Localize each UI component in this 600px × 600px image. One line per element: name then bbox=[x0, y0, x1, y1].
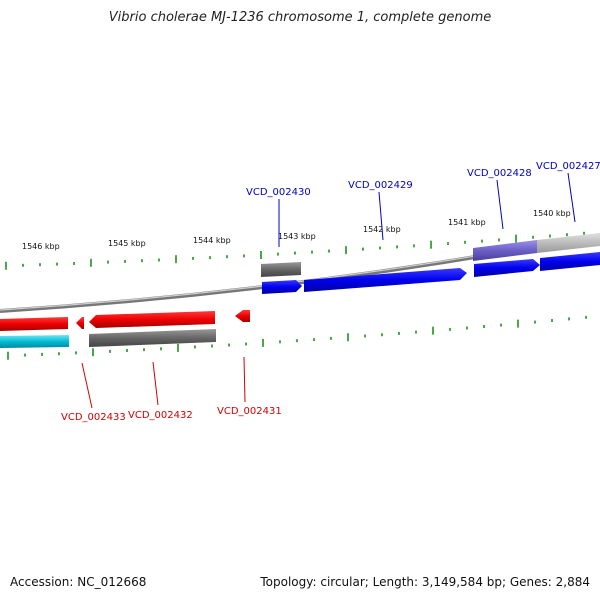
cds-vcd-002431[interactable] bbox=[235, 310, 250, 322]
feature-gray-reverse bbox=[89, 329, 216, 347]
label-vcd-002433[interactable]: VCD_002433 bbox=[61, 412, 126, 423]
leader-vcd-002432 bbox=[152, 361, 159, 406]
accession-label: Accession: NC_012668 bbox=[10, 575, 147, 589]
genome-title: Vibrio cholerae MJ-1236 chromosome 1, co… bbox=[108, 10, 492, 25]
feature-gray-forward bbox=[261, 262, 301, 277]
inner-scale-ticks bbox=[7, 315, 587, 360]
leader-vcd-002431 bbox=[243, 356, 246, 403]
feature-cyan-reverse bbox=[0, 335, 69, 348]
label-vcd-002427[interactable]: VCD_002427 bbox=[536, 161, 600, 172]
feature-lightgray-forward bbox=[537, 233, 600, 253]
cds-vcd-002430[interactable] bbox=[262, 280, 302, 294]
scale-label-1545: 1545 kbp bbox=[108, 239, 146, 248]
scale-label-1543: 1543 kbp bbox=[278, 232, 316, 241]
outer-scale-ticks bbox=[5, 231, 585, 270]
leader-vcd-002427 bbox=[567, 172, 576, 223]
leader-vcd-002433 bbox=[81, 362, 93, 409]
genome-stats-label: Topology: circular; Length: 3,149,584 bp… bbox=[260, 575, 590, 589]
label-vcd-002431[interactable]: VCD_002431 bbox=[217, 406, 282, 417]
cds-vcd-002428[interactable] bbox=[474, 259, 540, 277]
feature-purple-forward bbox=[473, 240, 537, 261]
leader-vcd-002428 bbox=[496, 179, 504, 230]
leader-vcd-002429 bbox=[378, 191, 384, 241]
cds-vcd-002432[interactable] bbox=[89, 311, 215, 328]
scale-label-1544: 1544 kbp bbox=[193, 236, 231, 245]
cds-vcd-002429[interactable] bbox=[304, 268, 467, 292]
cds-vcd-002433-tip bbox=[76, 317, 84, 329]
label-vcd-002430[interactable]: VCD_002430 bbox=[246, 187, 311, 198]
scale-label-1540: 1540 kbp bbox=[533, 209, 571, 218]
label-vcd-002428[interactable]: VCD_002428 bbox=[467, 168, 532, 179]
cds-vcd-002433[interactable] bbox=[0, 317, 68, 331]
label-vcd-002429[interactable]: VCD_002429 bbox=[348, 180, 413, 191]
cds-vcd-002427[interactable] bbox=[540, 252, 600, 271]
scale-label-1546: 1546 kbp bbox=[22, 242, 60, 251]
label-vcd-002432[interactable]: VCD_002432 bbox=[128, 410, 193, 421]
scale-label-1541: 1541 kbp bbox=[448, 218, 486, 227]
